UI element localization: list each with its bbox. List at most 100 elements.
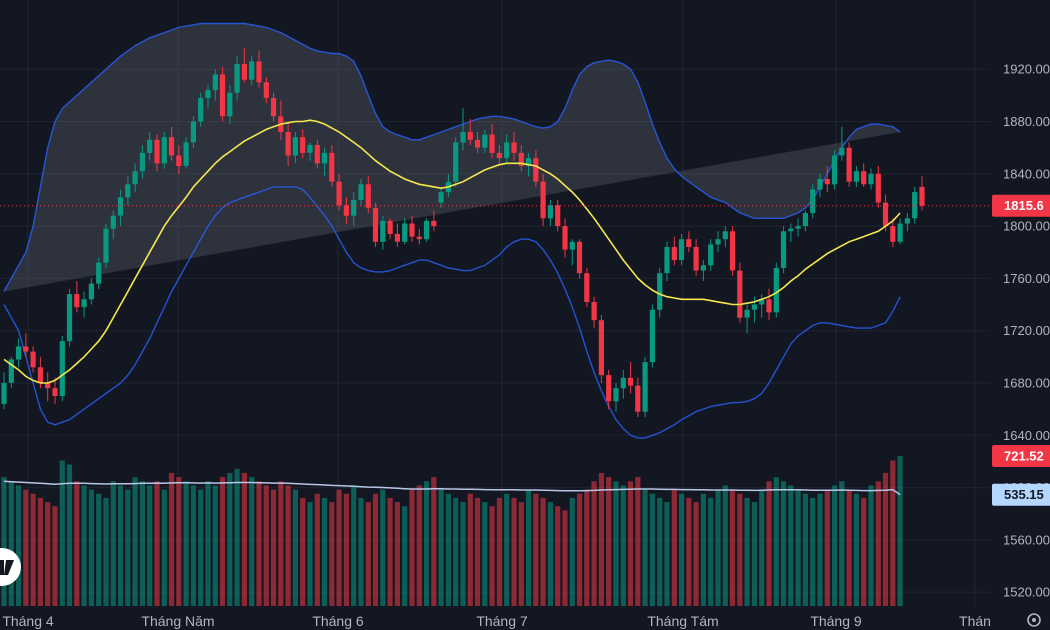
candle-body xyxy=(212,74,218,91)
candle-body xyxy=(438,192,444,203)
volume-bar xyxy=(117,485,124,606)
volume-ma-badge-bg xyxy=(992,483,1050,506)
volume-bar xyxy=(525,489,532,606)
volume-bar xyxy=(693,502,699,606)
volume-bar xyxy=(759,489,765,606)
settings-icon[interactable] xyxy=(1027,613,1041,627)
volume-bar xyxy=(853,493,859,606)
last-price-badge-bg xyxy=(992,194,1050,217)
volume-bar xyxy=(627,481,634,606)
volume-bar xyxy=(482,502,488,606)
volume-bar xyxy=(66,464,73,606)
candle-body xyxy=(205,90,211,98)
candle-body xyxy=(569,241,575,250)
bollinger-band xyxy=(3,22,901,439)
candle-body xyxy=(139,152,145,172)
candle-body xyxy=(37,367,43,383)
candle-body xyxy=(110,215,116,229)
candle-body xyxy=(788,228,794,232)
candle-body xyxy=(868,173,874,185)
candle-body xyxy=(540,181,546,219)
candle-body xyxy=(598,320,604,376)
candle-body xyxy=(904,218,910,224)
time-tick-label: Tháng 6 xyxy=(312,613,364,629)
candle-body xyxy=(875,173,881,203)
volume-bar xyxy=(744,497,750,606)
candle-body xyxy=(737,270,743,318)
volume-bar xyxy=(74,481,80,606)
candle-body xyxy=(635,385,641,412)
candle-body xyxy=(627,377,634,386)
candle-body xyxy=(423,220,430,240)
candle-body xyxy=(380,220,386,242)
candle-body xyxy=(45,383,51,389)
volume-bar xyxy=(453,497,459,606)
volume-bar xyxy=(402,506,408,606)
volume-bar xyxy=(700,493,706,606)
time-tick-label: Tháng 9 xyxy=(810,613,862,629)
candle-body xyxy=(336,181,342,206)
candle-body xyxy=(649,309,655,363)
volume-bar xyxy=(518,502,524,606)
volume-bar xyxy=(431,477,437,606)
candle-body xyxy=(584,273,590,302)
candle-body xyxy=(1,383,7,404)
volume-bar xyxy=(715,489,721,606)
volume-bar xyxy=(168,472,175,606)
candle-body xyxy=(402,223,408,242)
price-tick-label: 1840.00 xyxy=(1003,166,1050,181)
volume-bar xyxy=(161,489,167,606)
volume-bar xyxy=(147,485,153,606)
volume-badge-bg xyxy=(992,445,1050,467)
volume-bar xyxy=(474,497,481,606)
volume-bar xyxy=(460,502,466,606)
volume-bar xyxy=(343,493,349,606)
volume-bar xyxy=(132,477,138,606)
candle-body xyxy=(664,247,670,274)
candle-body xyxy=(227,92,233,117)
volume-bar xyxy=(664,502,670,606)
candle-body xyxy=(861,171,867,185)
volume-bar xyxy=(511,497,517,606)
candle-body xyxy=(8,359,14,383)
price-axis[interactable]: 1520.001560.001600.001640.001680.001720.… xyxy=(1003,62,1050,600)
time-axis[interactable]: Tháng 4 Tháng Năm Tháng 6 Tháng 7 Tháng Tám T… xyxy=(2,613,991,629)
candle-body xyxy=(74,294,80,308)
volume-bar xyxy=(300,497,306,606)
volume-bar xyxy=(606,477,612,606)
volume-bar xyxy=(263,485,269,606)
candle-body xyxy=(300,137,306,153)
price-tick-label: 1560.00 xyxy=(1003,532,1050,547)
candle-body xyxy=(518,152,524,166)
volume-bar xyxy=(788,485,794,606)
volume-bar xyxy=(336,489,342,606)
candle-body xyxy=(365,184,371,208)
candle-body xyxy=(372,207,379,242)
volume-bar xyxy=(897,456,903,606)
candle-body xyxy=(671,247,677,261)
volume-bar xyxy=(839,481,845,606)
volume-bar xyxy=(657,497,663,606)
volume-bar xyxy=(729,489,736,606)
volume-bar xyxy=(547,502,553,606)
candle-body xyxy=(30,351,36,368)
volume-bar xyxy=(88,489,94,606)
volume-bar xyxy=(387,497,393,606)
candle-body xyxy=(780,231,787,268)
logo-mark xyxy=(0,560,14,575)
candle-body xyxy=(759,299,765,305)
candle-body xyxy=(504,142,510,159)
candle-body xyxy=(168,137,175,156)
volume-bar xyxy=(365,502,371,606)
candle-body xyxy=(52,388,58,396)
time-tick-label: Tháng Tám xyxy=(647,613,718,629)
volume-bar xyxy=(875,481,881,606)
volume-bar xyxy=(198,489,204,606)
candle-body xyxy=(686,239,692,247)
candle-body xyxy=(190,121,196,143)
volume-bar xyxy=(423,481,430,606)
candle-body xyxy=(474,139,481,148)
volume-bar xyxy=(686,497,692,606)
candle-body xyxy=(125,184,131,198)
